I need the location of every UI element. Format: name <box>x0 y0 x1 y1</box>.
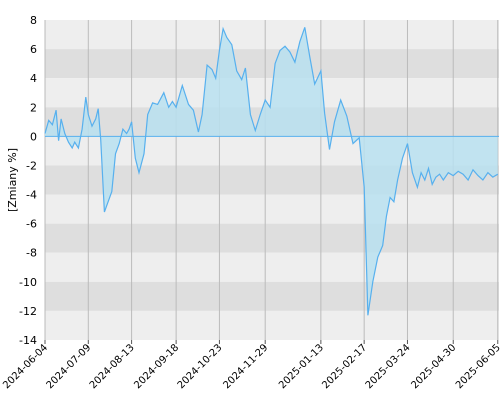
x-tick-label: 2025-02-17 <box>320 342 369 391</box>
y-tick-label: 4 <box>30 72 37 85</box>
y-tick-label: 0 <box>30 130 37 143</box>
x-tick-label: 2025-01-13 <box>277 342 326 391</box>
band <box>45 20 499 50</box>
y-tick-label: 2 <box>30 101 37 114</box>
y-tick-label: -6 <box>26 218 37 231</box>
y-tick-label: 8 <box>30 14 37 27</box>
x-tick-label: 2025-04-30 <box>409 342 458 391</box>
y-tick-label: -10 <box>19 276 37 289</box>
x-tick-label: 2024-10-23 <box>176 342 225 391</box>
x-tick-label: 2024-08-13 <box>88 342 137 391</box>
band <box>45 281 499 311</box>
x-tick-label: 2024-07-09 <box>45 342 94 391</box>
band <box>45 223 499 253</box>
y-tick-label: 6 <box>30 43 37 56</box>
series-line <box>44 26 499 316</box>
y-axis-label: [Zmiany %] <box>6 148 19 212</box>
x-tick-label: 2024-11-29 <box>221 342 270 391</box>
y-tick-label: -2 <box>26 159 37 172</box>
x-tick-label: 2024-06-04 <box>1 342 50 391</box>
y-tick-label: -8 <box>26 247 37 260</box>
band <box>45 252 499 282</box>
y-tick-label: -14 <box>19 334 37 347</box>
band <box>45 49 499 79</box>
y-axis-ticks: 8 6 4 2 0 -2 -4 -6 -8 -10 -12 -14 <box>19 14 37 347</box>
x-tick-label: 2025-06-05 <box>454 342 500 391</box>
x-tick-label: 2024-09-18 <box>132 342 181 391</box>
band <box>45 310 499 340</box>
x-tick-label: 2025-03-24 <box>364 342 413 391</box>
y-tick-label: -12 <box>19 305 37 318</box>
band <box>45 194 499 224</box>
y-tick-label: -4 <box>26 189 37 202</box>
background-bands <box>45 20 499 340</box>
x-axis-ticks: 2024-06-042024-07-092024-08-132024-09-18… <box>1 340 500 391</box>
